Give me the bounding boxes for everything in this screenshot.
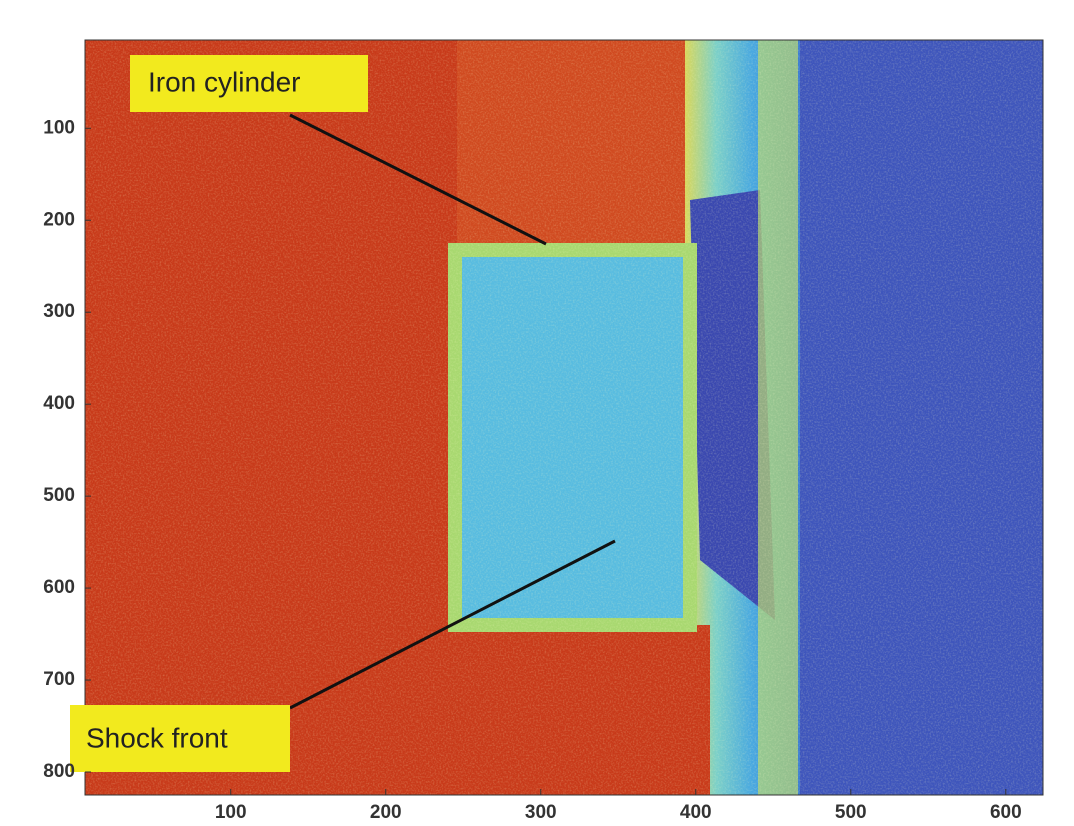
y-tick-label: 200 <box>43 209 75 230</box>
annotation-box <box>130 55 368 112</box>
y-tick-label: 600 <box>43 577 75 598</box>
x-tick-label: 200 <box>370 802 402 823</box>
arrow <box>289 539 616 710</box>
x-tick-label: 300 <box>525 802 557 823</box>
heatmap-image <box>85 40 1043 795</box>
noise <box>85 40 1043 795</box>
y-tick-label: 500 <box>43 485 75 506</box>
annotation: Iron cylinder <box>148 66 301 97</box>
annotation: Shock front <box>86 722 228 753</box>
x-tick-label: 100 <box>215 802 247 823</box>
y-tick-label: 700 <box>43 669 75 690</box>
y-tick-label: 100 <box>43 117 75 138</box>
arrow <box>289 113 547 246</box>
x-tick-label: 600 <box>990 802 1022 823</box>
annotation-box <box>70 705 290 772</box>
y-tick-label: 800 <box>43 761 75 782</box>
plot-frame <box>84 39 1044 796</box>
x-tick-label: 500 <box>835 802 867 823</box>
x-tick-label: 400 <box>680 802 712 823</box>
y-tick-label: 400 <box>43 393 75 414</box>
y-tick-label: 300 <box>43 301 75 322</box>
